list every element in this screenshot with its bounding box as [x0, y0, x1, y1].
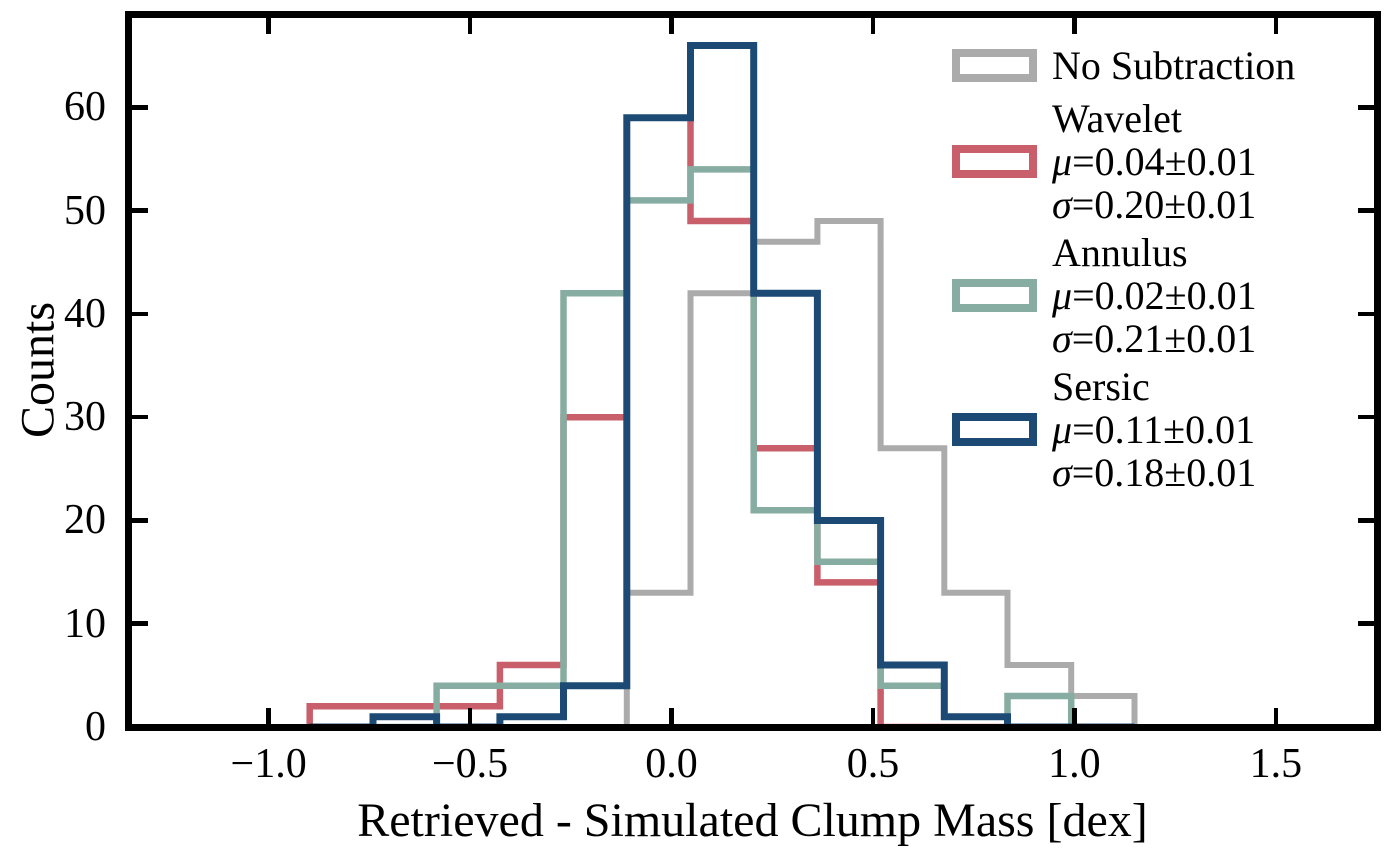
- y-tick-left: [132, 518, 148, 523]
- y-tick-right: [1358, 105, 1374, 110]
- x-tick-label: 1.5: [1249, 741, 1303, 787]
- legend-mu-sersic: μ=0.11±0.01: [1052, 407, 1256, 452]
- y-tick-left: [132, 311, 148, 317]
- y-tick-label: 50: [64, 187, 106, 234]
- y-tick-right: [1358, 414, 1374, 420]
- x-axis-label: Retrieved - Simulated Clump Mass [dex]: [357, 794, 1148, 847]
- y-tick-right: [1358, 518, 1374, 523]
- y-tick-right: [1358, 208, 1374, 213]
- x-tick-bottom: [1273, 708, 1279, 724]
- y-tick-label: 20: [64, 497, 106, 544]
- y-tick-right: [1358, 724, 1374, 730]
- y-tick-right: [1358, 311, 1374, 317]
- legend: No Subtraction Wavelet μ=0.04±0.01 σ=0.2…: [952, 43, 1296, 495]
- legend-swatch-annulus: [952, 279, 1037, 312]
- y-tick-label: 0: [85, 704, 106, 750]
- x-tick-top: [1072, 18, 1077, 34]
- legend-swatch-wavelet: [952, 145, 1037, 178]
- y-tick-left: [132, 208, 148, 213]
- legend-entry-sersic: Sersic μ=0.11±0.01 σ=0.18±0.01: [952, 364, 1295, 495]
- x-tick-bottom: [467, 708, 473, 724]
- legend-swatch-no-subtraction: [952, 49, 1037, 82]
- y-tick-label: 60: [64, 84, 106, 131]
- x-tick-label: −0.5: [431, 741, 509, 787]
- y-tick-right: [1358, 621, 1374, 626]
- x-tick-top: [669, 18, 674, 34]
- x-tick-label: 0.0: [645, 741, 698, 787]
- y-tick-label: 40: [64, 290, 106, 337]
- legend-entry-wavelet: Wavelet μ=0.04±0.01 σ=0.20±0.01: [952, 96, 1295, 227]
- y-axis-label: Counts: [11, 301, 65, 439]
- x-tick-bottom: [870, 708, 876, 724]
- x-tick-label: −1.0: [230, 741, 307, 787]
- y-tick-left: [132, 621, 148, 626]
- x-tick-bottom: [669, 708, 674, 724]
- x-tick-bottom: [1072, 708, 1077, 724]
- legend-label-annulus: Annulus: [1052, 230, 1188, 275]
- legend-label-no-subtraction: No Subtraction: [1052, 43, 1296, 88]
- y-tick-left: [132, 724, 148, 730]
- legend-mu-annulus: μ=0.02±0.01: [1052, 273, 1257, 318]
- legend-entry-annulus: Annulus μ=0.02±0.01 σ=0.21±0.01: [952, 230, 1295, 361]
- x-tick-label: 0.5: [846, 741, 900, 787]
- legend-entry-no-subtraction: No Subtraction: [952, 43, 1296, 88]
- legend-sigma-annulus: σ=0.21±0.01: [1052, 316, 1257, 361]
- y-tick-left: [132, 105, 148, 110]
- legend-swatch-sersic: [952, 413, 1037, 446]
- legend-label-wavelet: Wavelet: [1052, 96, 1183, 141]
- y-tick-left: [132, 414, 148, 420]
- legend-label-sersic: Sersic: [1052, 364, 1150, 409]
- x-tick-top: [266, 18, 271, 34]
- x-tick-label: 1.0: [1048, 741, 1101, 787]
- y-tick-label: 30: [64, 394, 106, 441]
- y-tick-label: 10: [64, 600, 106, 647]
- x-tick-top: [870, 18, 876, 34]
- x-tick-top: [467, 18, 473, 34]
- x-tick-bottom: [266, 708, 271, 724]
- legend-mu-wavelet: μ=0.04±0.01: [1052, 139, 1257, 184]
- x-tick-top: [1273, 18, 1279, 34]
- legend-sigma-wavelet: σ=0.20±0.01: [1052, 182, 1257, 227]
- legend-sigma-sersic: σ=0.18±0.01: [1052, 450, 1257, 495]
